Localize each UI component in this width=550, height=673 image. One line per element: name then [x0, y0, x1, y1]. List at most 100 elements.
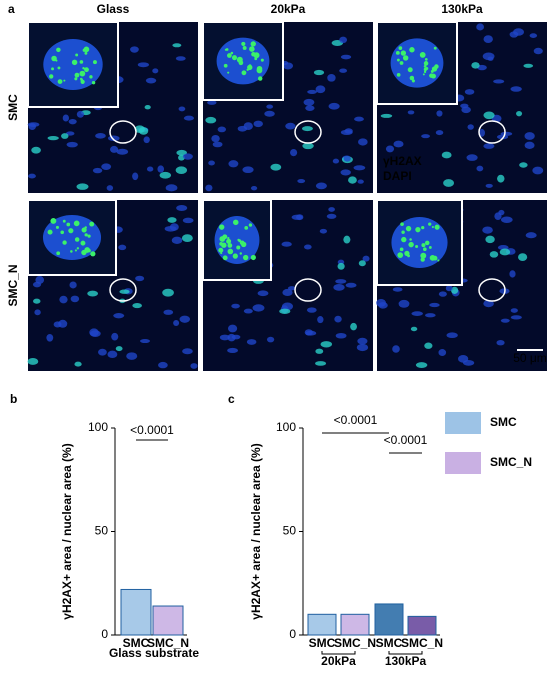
- nucleus: [343, 235, 351, 244]
- nucleus: [315, 361, 327, 366]
- y-tick-label: 50: [95, 524, 109, 538]
- nucleus: [500, 216, 513, 224]
- bar: [120, 588, 152, 636]
- nucleus: [257, 290, 269, 297]
- nucleus: [205, 116, 217, 124]
- y-tick-label: 50: [283, 524, 297, 538]
- focus: [68, 228, 74, 234]
- focus: [399, 61, 404, 65]
- nucleus: [380, 113, 393, 118]
- nucleus: [219, 334, 230, 341]
- nucleus: [92, 167, 103, 174]
- nucleus: [165, 184, 178, 192]
- nucleus: [334, 315, 342, 323]
- nucleus: [302, 142, 314, 150]
- highlight-circle: [109, 120, 137, 144]
- focus: [89, 75, 93, 79]
- nucleus: [281, 302, 294, 311]
- focus: [223, 63, 228, 68]
- micrograph: [376, 21, 547, 193]
- nucleus: [140, 338, 151, 344]
- focus: [79, 60, 84, 64]
- focus: [434, 64, 439, 69]
- nucleus: [182, 348, 193, 355]
- focus: [402, 55, 409, 61]
- nucleus: [167, 217, 177, 223]
- nucleus: [509, 270, 516, 278]
- column-label: 20kPa: [271, 2, 306, 16]
- focus: [222, 234, 228, 240]
- nucleus: [357, 179, 364, 184]
- nucleus: [95, 133, 106, 139]
- focus: [71, 59, 78, 66]
- legend-label: SMC_N: [490, 455, 532, 469]
- nucleus: [264, 110, 275, 117]
- channel-label: γH2AX: [383, 154, 422, 168]
- nucleus: [132, 302, 142, 309]
- nucleus: [476, 165, 484, 172]
- focus: [232, 219, 239, 226]
- nucleus: [227, 333, 236, 342]
- nucleus: [207, 100, 217, 105]
- nucleus: [524, 141, 535, 149]
- nucleus: [65, 131, 75, 136]
- y-axis-label: γH2AX+ area / nuclear area (%): [249, 443, 263, 619]
- nucleus: [159, 171, 172, 179]
- nucleus: [340, 129, 353, 136]
- focus: [241, 41, 246, 46]
- focus: [219, 224, 225, 230]
- focus: [82, 48, 86, 52]
- nucleus: [181, 234, 193, 243]
- nucleus: [524, 132, 535, 140]
- nucleus: [110, 145, 119, 153]
- focus: [431, 225, 434, 229]
- nucleus: [113, 313, 125, 319]
- nucleus: [169, 223, 179, 231]
- nucleus: [179, 315, 191, 323]
- focus: [420, 257, 425, 262]
- micrograph: [27, 199, 198, 371]
- nucleus: [285, 122, 296, 130]
- focus: [401, 236, 407, 243]
- bar: [307, 613, 337, 636]
- nucleus: [392, 287, 403, 292]
- nucleus: [497, 174, 505, 183]
- nucleus: [398, 299, 410, 308]
- nucleus: [483, 143, 495, 149]
- focus: [51, 67, 54, 71]
- focus: [429, 254, 436, 261]
- focus: [51, 55, 57, 62]
- focus: [423, 61, 429, 66]
- nucleus: [171, 236, 183, 244]
- focus: [422, 73, 425, 76]
- p-value: <0.0001: [130, 423, 174, 437]
- focus: [421, 225, 425, 230]
- nucleus: [74, 361, 82, 367]
- focus: [70, 250, 73, 253]
- focus: [415, 244, 419, 248]
- nucleus: [362, 255, 370, 262]
- focus: [253, 52, 260, 59]
- nucleus: [467, 124, 474, 130]
- nucleus: [483, 35, 493, 44]
- focus: [76, 247, 80, 250]
- nucleus: [130, 46, 139, 53]
- nucleus: [519, 162, 528, 168]
- nucleus: [281, 241, 292, 247]
- nucleus: [252, 304, 265, 312]
- focus: [226, 53, 232, 58]
- x-tick-label: SMC_N: [147, 636, 189, 650]
- focus: [57, 66, 61, 70]
- nucleus: [68, 118, 77, 125]
- nucleus: [145, 77, 157, 84]
- focus: [227, 248, 234, 255]
- nucleus: [98, 348, 107, 356]
- nucleus: [529, 33, 538, 38]
- nucleus: [306, 307, 317, 313]
- focus: [56, 47, 61, 53]
- bar: [407, 615, 437, 636]
- nucleus: [313, 69, 325, 76]
- focus: [66, 222, 71, 227]
- nucleus: [305, 330, 317, 336]
- nucleus: [425, 313, 436, 318]
